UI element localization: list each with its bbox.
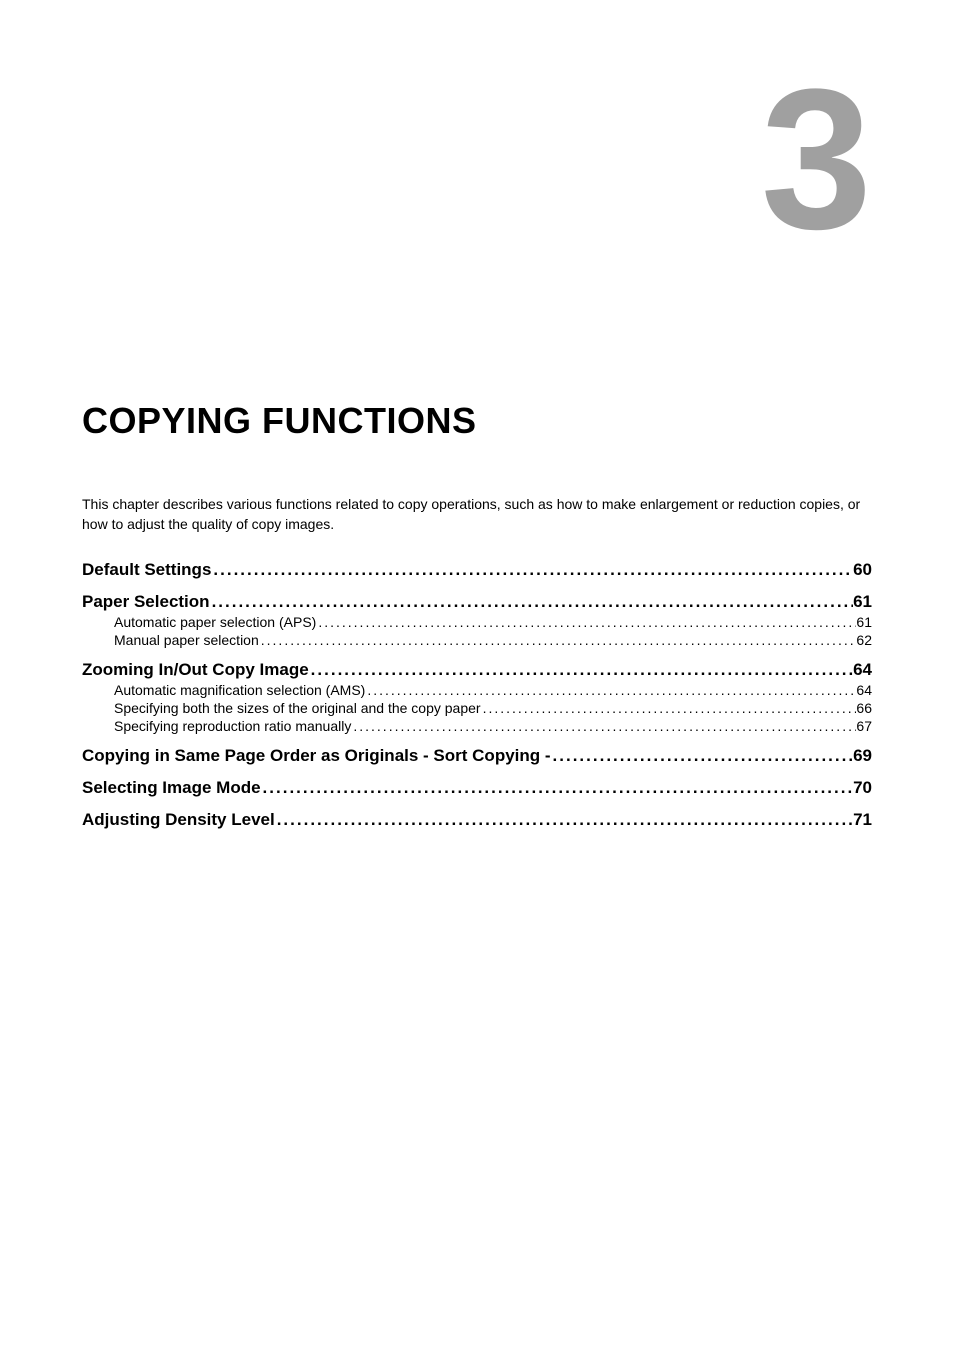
toc-section: Default Settings 60 (82, 560, 872, 580)
page-container: 3 COPYING FUNCTIONS This chapter describ… (0, 0, 954, 100)
toc-sub-entry: Manual paper selection 62 (114, 632, 872, 648)
toc-label: Default Settings (82, 560, 211, 580)
chapter-title: COPYING FUNCTIONS (82, 400, 477, 442)
toc-label: Specifying both the sizes of the origina… (114, 700, 481, 716)
toc-label: Selecting Image Mode (82, 778, 261, 798)
toc-section: Paper Selection 61 (82, 592, 872, 612)
toc-leader-dots (259, 632, 857, 648)
toc-leader-dots (551, 746, 854, 766)
toc-leader-dots (316, 614, 856, 630)
toc-leader-dots (275, 810, 853, 830)
toc-section: Copying in Same Page Order as Originals … (82, 746, 872, 766)
toc-label: Zooming In/Out Copy Image (82, 660, 309, 680)
toc-page-number: 70 (853, 778, 872, 798)
toc-page-number: 64 (853, 660, 872, 680)
toc-label: Copying in Same Page Order as Originals … (82, 746, 551, 766)
toc-page-number: 62 (856, 632, 872, 648)
toc-label: Manual paper selection (114, 632, 259, 648)
toc-label: Automatic paper selection (APS) (114, 614, 316, 630)
toc-label: Paper Selection (82, 592, 210, 612)
toc-leader-dots (211, 560, 853, 580)
toc-leader-dots (481, 700, 857, 716)
toc-leader-dots (261, 778, 854, 798)
chapter-number: 3 (761, 60, 872, 260)
toc-label: Automatic magnification selection (AMS) (114, 682, 365, 698)
toc-page-number: 66 (856, 700, 872, 716)
toc-page-number: 69 (853, 746, 872, 766)
toc-sub-entry: Specifying reproduction ratio manually 6… (114, 718, 872, 734)
table-of-contents: Default Settings 60 Paper Selection 61 A… (82, 560, 872, 830)
toc-sub-entry: Automatic paper selection (APS) 61 (114, 614, 872, 630)
toc-section: Selecting Image Mode 70 (82, 778, 872, 798)
toc-leader-dots (309, 660, 853, 680)
chapter-description: This chapter describes various functions… (82, 495, 872, 534)
toc-label: Adjusting Density Level (82, 810, 275, 830)
toc-sub-entry: Automatic magnification selection (AMS) … (114, 682, 872, 698)
toc-leader-dots (365, 682, 856, 698)
toc-leader-dots (351, 718, 856, 734)
toc-sub-entry: Specifying both the sizes of the origina… (114, 700, 872, 716)
toc-page-number: 67 (856, 718, 872, 734)
toc-page-number: 64 (856, 682, 872, 698)
toc-page-number: 71 (853, 810, 872, 830)
toc-section: Adjusting Density Level 71 (82, 810, 872, 830)
toc-page-number: 61 (856, 614, 872, 630)
toc-label: Specifying reproduction ratio manually (114, 718, 351, 734)
toc-section: Zooming In/Out Copy Image 64 (82, 660, 872, 680)
toc-page-number: 61 (853, 592, 872, 612)
toc-leader-dots (210, 592, 854, 612)
toc-page-number: 60 (853, 560, 872, 580)
